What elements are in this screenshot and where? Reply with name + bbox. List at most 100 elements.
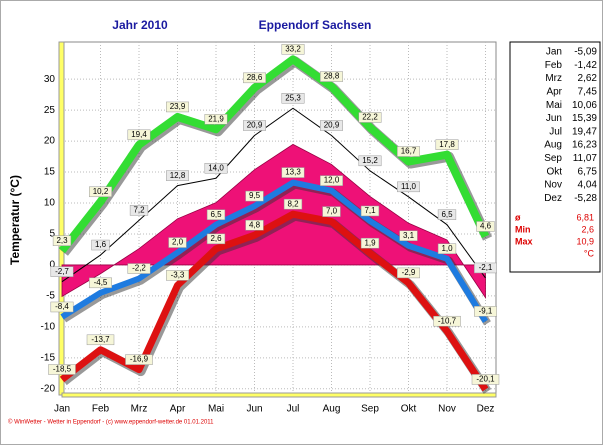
value-label: 23,9 [170, 102, 186, 111]
value-label-box [50, 301, 74, 313]
y-axis-label: Temperatur (°C) [8, 175, 22, 265]
value-label: 1,0 [441, 244, 453, 253]
x-tick-label: Okt [401, 404, 417, 415]
x-tick-label: Feb [92, 404, 110, 415]
value-label: 20,9 [324, 121, 340, 130]
value-label-box [166, 170, 189, 181]
value-label: -8,4 [55, 302, 69, 311]
x-tick-label: Apr [170, 404, 186, 415]
value-label: 4,6 [480, 222, 492, 231]
x-axis-bar [61, 392, 497, 398]
value-label-box [168, 237, 187, 248]
table-month: Mai [546, 100, 562, 111]
value-label-box [320, 71, 343, 82]
value-label: 2,6 [210, 234, 222, 243]
value-label: 11,0 [401, 182, 417, 191]
value-label-box [360, 237, 380, 249]
y-tick-label: 5 [49, 229, 55, 240]
value-label-box [204, 114, 228, 125]
stat-unit: °C [584, 248, 595, 258]
table-month: Sep [544, 153, 562, 164]
value-label-box [437, 243, 457, 255]
table-month: Okt [546, 166, 562, 177]
y-tick-label: -5 [46, 291, 55, 302]
table-value: -5,28 [574, 193, 597, 204]
value-label: 12,8 [170, 171, 186, 180]
value-label: -2,7 [55, 267, 69, 276]
value-label-box [89, 186, 112, 198]
value-label: 17,8 [439, 140, 455, 149]
value-label: 6,5 [210, 210, 222, 219]
value-label: 19,4 [131, 130, 147, 139]
value-label: 22,2 [362, 113, 378, 122]
chart-subtitle: Eppendorf Sachsen [259, 18, 372, 32]
value-label: -16,9 [130, 355, 149, 364]
x-tick-label: Aug [323, 404, 341, 415]
value-label: 7,1 [364, 206, 376, 215]
stat-label: Min [515, 224, 531, 234]
footer: © WinWetter - Wetter in Eppendorf - (c) … [8, 419, 214, 426]
series-line [58, 55, 490, 254]
value-label: 4,8 [249, 220, 261, 229]
stat-value: 2,6 [581, 224, 594, 234]
table-month: Apr [546, 87, 562, 98]
value-label: 9,5 [249, 191, 261, 200]
value-label-box [476, 221, 495, 232]
value-label-box [474, 306, 497, 317]
value-label: 20,9 [247, 121, 263, 130]
value-label: 1,9 [364, 238, 376, 247]
series-line [61, 107, 486, 283]
value-label: 15,2 [362, 156, 378, 165]
value-label: -4,5 [94, 278, 108, 287]
y-tick-label: 20 [44, 136, 56, 147]
value-label: 25,3 [285, 93, 301, 102]
value-label-box [204, 162, 228, 174]
table-value: 10,06 [572, 100, 597, 111]
x-tick-label: Jun [246, 404, 262, 415]
stat-value: 6,81 [576, 212, 594, 222]
value-label-box [435, 139, 459, 150]
value-label-box [283, 198, 303, 210]
value-label-box [397, 146, 420, 157]
series-line [59, 210, 489, 392]
value-label-box [89, 277, 112, 289]
table-month: Aug [544, 140, 562, 151]
value-label-box [91, 239, 110, 251]
value-label: -3,3 [171, 270, 185, 279]
value-label-box [166, 270, 189, 281]
value-label-box [125, 354, 153, 365]
stat-label: Max [515, 236, 533, 246]
value-label: -2,1 [479, 263, 493, 272]
x-tick-label: Mai [208, 404, 224, 415]
value-label-box [206, 209, 226, 220]
value-label: 14,0 [208, 163, 224, 172]
value-label-box [397, 181, 420, 193]
value-label-box [474, 262, 497, 274]
y-tick-label: 0 [49, 260, 55, 271]
value-label-box [127, 263, 151, 274]
value-label-box [360, 205, 380, 217]
value-label-box [433, 315, 461, 327]
y-tick-label: -15 [41, 352, 56, 363]
table-value: 11,07 [573, 153, 598, 164]
stat-value: 10,9 [576, 236, 594, 246]
x-tick-label: Jul [287, 404, 300, 415]
value-label-box [471, 374, 500, 385]
value-label-box [320, 120, 343, 131]
y-tick-label: 25 [44, 105, 56, 116]
series-line [60, 179, 489, 323]
value-label-box [86, 334, 115, 346]
table-value: 2,62 [578, 73, 598, 84]
table-value: 6,75 [578, 166, 598, 177]
value-label-box [281, 93, 305, 104]
stat-label: ø [515, 212, 521, 222]
y-tick-label: 10 [44, 198, 56, 209]
value-label-box [166, 101, 189, 113]
x-tick-label: Jan [54, 404, 70, 415]
value-label: 21,9 [208, 114, 224, 123]
y-tick-label: 15 [44, 167, 56, 178]
value-label: 2,0 [172, 238, 184, 247]
x-tick-label: Nov [438, 404, 456, 415]
value-label-box [243, 120, 266, 131]
